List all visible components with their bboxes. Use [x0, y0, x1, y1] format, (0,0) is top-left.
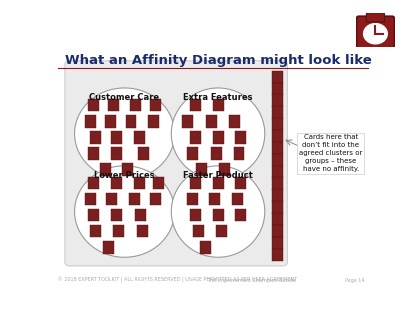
Text: What an Affinity Diagram might look like: What an Affinity Diagram might look like: [65, 54, 371, 67]
FancyBboxPatch shape: [235, 131, 246, 143]
FancyBboxPatch shape: [122, 163, 133, 176]
FancyBboxPatch shape: [200, 241, 210, 254]
FancyBboxPatch shape: [272, 82, 283, 95]
Text: Extra Features: Extra Features: [183, 93, 253, 102]
FancyBboxPatch shape: [129, 193, 140, 205]
FancyBboxPatch shape: [206, 115, 217, 127]
Ellipse shape: [171, 88, 265, 179]
Text: © 2018 EXPERT TOOLKIT | ALL RIGHTS RESERVED | USAGE PERMITTED AS PER USER AGREEM: © 2018 EXPERT TOOLKIT | ALL RIGHTS RESER…: [58, 277, 298, 283]
FancyBboxPatch shape: [272, 225, 283, 237]
FancyBboxPatch shape: [229, 115, 240, 127]
FancyBboxPatch shape: [190, 131, 201, 143]
FancyBboxPatch shape: [272, 248, 283, 261]
FancyBboxPatch shape: [357, 16, 394, 48]
Text: The Improvement Champion Bundle: The Improvement Champion Bundle: [207, 278, 297, 283]
FancyBboxPatch shape: [134, 131, 144, 143]
Ellipse shape: [171, 166, 265, 257]
FancyBboxPatch shape: [366, 13, 384, 22]
Text: Lower Prices: Lower Prices: [94, 171, 155, 180]
FancyBboxPatch shape: [213, 99, 223, 111]
FancyBboxPatch shape: [139, 147, 149, 160]
FancyBboxPatch shape: [103, 241, 114, 254]
FancyBboxPatch shape: [211, 147, 222, 160]
FancyBboxPatch shape: [111, 147, 122, 160]
Text: Cards here that
don’t fit into the
agreed clusters or
groups – these
have no aff: Cards here that don’t fit into the agree…: [299, 134, 363, 172]
FancyBboxPatch shape: [235, 209, 246, 221]
FancyBboxPatch shape: [135, 209, 146, 221]
FancyBboxPatch shape: [89, 177, 99, 189]
Ellipse shape: [74, 88, 175, 179]
FancyBboxPatch shape: [272, 237, 283, 249]
FancyBboxPatch shape: [89, 147, 99, 160]
FancyBboxPatch shape: [148, 115, 159, 127]
FancyBboxPatch shape: [190, 99, 201, 111]
FancyBboxPatch shape: [213, 177, 223, 189]
FancyBboxPatch shape: [272, 142, 283, 154]
FancyBboxPatch shape: [65, 61, 287, 266]
FancyBboxPatch shape: [193, 225, 204, 238]
FancyBboxPatch shape: [106, 193, 117, 205]
FancyBboxPatch shape: [126, 115, 136, 127]
FancyBboxPatch shape: [235, 177, 246, 189]
FancyBboxPatch shape: [232, 193, 243, 205]
FancyBboxPatch shape: [150, 193, 161, 205]
FancyBboxPatch shape: [272, 189, 283, 202]
FancyBboxPatch shape: [187, 193, 198, 205]
Text: Page 14: Page 14: [345, 278, 365, 283]
FancyBboxPatch shape: [190, 209, 201, 221]
FancyBboxPatch shape: [219, 163, 230, 176]
FancyBboxPatch shape: [137, 225, 148, 238]
FancyBboxPatch shape: [153, 177, 164, 189]
FancyBboxPatch shape: [89, 99, 99, 111]
FancyBboxPatch shape: [272, 154, 283, 166]
FancyBboxPatch shape: [196, 163, 208, 176]
FancyBboxPatch shape: [272, 213, 283, 225]
FancyBboxPatch shape: [272, 201, 283, 213]
FancyBboxPatch shape: [272, 166, 283, 178]
FancyBboxPatch shape: [90, 225, 101, 238]
FancyBboxPatch shape: [111, 131, 122, 143]
FancyBboxPatch shape: [272, 118, 283, 130]
FancyBboxPatch shape: [272, 130, 283, 142]
FancyBboxPatch shape: [111, 209, 122, 221]
Circle shape: [364, 24, 387, 44]
Ellipse shape: [74, 166, 175, 257]
FancyBboxPatch shape: [272, 178, 283, 190]
FancyBboxPatch shape: [187, 147, 198, 160]
FancyBboxPatch shape: [272, 94, 283, 107]
FancyBboxPatch shape: [89, 209, 99, 221]
FancyBboxPatch shape: [216, 225, 227, 238]
FancyBboxPatch shape: [209, 193, 220, 205]
FancyBboxPatch shape: [213, 209, 223, 221]
Text: Faster Product: Faster Product: [183, 171, 253, 180]
FancyBboxPatch shape: [182, 115, 193, 127]
FancyBboxPatch shape: [213, 131, 223, 143]
FancyBboxPatch shape: [85, 115, 96, 127]
FancyBboxPatch shape: [104, 115, 116, 127]
FancyBboxPatch shape: [134, 177, 144, 189]
FancyBboxPatch shape: [150, 99, 161, 111]
FancyBboxPatch shape: [130, 99, 141, 111]
FancyBboxPatch shape: [272, 106, 283, 118]
FancyBboxPatch shape: [190, 177, 201, 189]
FancyBboxPatch shape: [100, 163, 111, 176]
FancyBboxPatch shape: [111, 177, 122, 189]
FancyBboxPatch shape: [233, 147, 245, 160]
FancyBboxPatch shape: [108, 99, 119, 111]
FancyBboxPatch shape: [113, 225, 124, 238]
FancyBboxPatch shape: [90, 131, 101, 143]
FancyBboxPatch shape: [85, 193, 96, 205]
Text: Customer Care: Customer Care: [89, 93, 160, 102]
FancyBboxPatch shape: [272, 71, 283, 83]
